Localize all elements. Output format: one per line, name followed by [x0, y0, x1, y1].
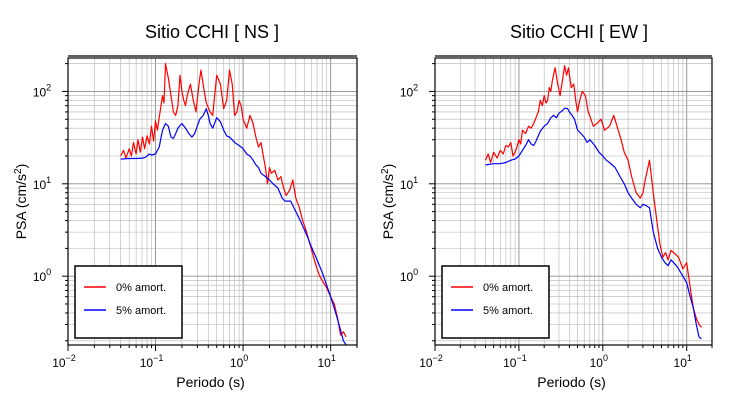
chart-panel-1: Sitio CCHI [ EW ] 10−2 10−1 100 101 100 101 102… [380, 22, 713, 390]
chart-panel-0: Sitio CCHI [ NS ] 10−2 10−1 100 101 100 101 102… [13, 22, 358, 390]
chart-title: Sitio CCHI [ NS ] [145, 22, 279, 42]
series-line-0 [484, 65, 702, 328]
y-tick-label: 101 [33, 175, 51, 192]
x-tick-label: 100 [590, 353, 608, 370]
legend-box [441, 265, 550, 339]
legend-label-0: 0% amort. [483, 282, 533, 294]
legend-label-1: 5% amort. [116, 305, 166, 317]
y-tick-label: 102 [400, 82, 418, 99]
y-axis-label: PSA (cm/s2) [13, 164, 29, 240]
y-tick-label: 102 [33, 82, 51, 99]
legend-box [74, 265, 183, 339]
x-tick-label: 10−1 [503, 353, 527, 370]
grid [67, 58, 358, 345]
y-axis-label: PSA (cm/s2) [380, 164, 396, 240]
plot-frame [67, 57, 358, 346]
y-tick-label: 100 [33, 267, 51, 284]
legend-label-1: 5% amort. [483, 305, 533, 317]
x-tick-label: 10−1 [140, 353, 164, 370]
series-line-0 [120, 63, 347, 338]
plot-frame [434, 57, 713, 346]
ticks [429, 63, 713, 351]
x-tick-label: 101 [674, 353, 692, 370]
x-axis-label: Periodo (s) [537, 374, 605, 390]
x-tick-label: 100 [230, 353, 248, 370]
y-tick-label: 100 [400, 267, 418, 284]
chart-title: Sitio CCHI [ EW ] [510, 22, 648, 42]
x-tick-label: 101 [317, 353, 335, 370]
series-line-1 [120, 108, 347, 345]
legend-label-0: 0% amort. [116, 282, 166, 294]
y-tick-label: 101 [400, 175, 418, 192]
x-tick-label: 10−2 [52, 353, 76, 370]
legend: 0% amort. 5% amort. [74, 265, 183, 339]
series-line-1 [485, 107, 702, 340]
x-tick-label: 10−2 [419, 353, 443, 370]
legend: 0% amort. 5% amort. [441, 265, 550, 339]
ticks [62, 63, 358, 351]
x-axis-label: Periodo (s) [176, 374, 244, 390]
